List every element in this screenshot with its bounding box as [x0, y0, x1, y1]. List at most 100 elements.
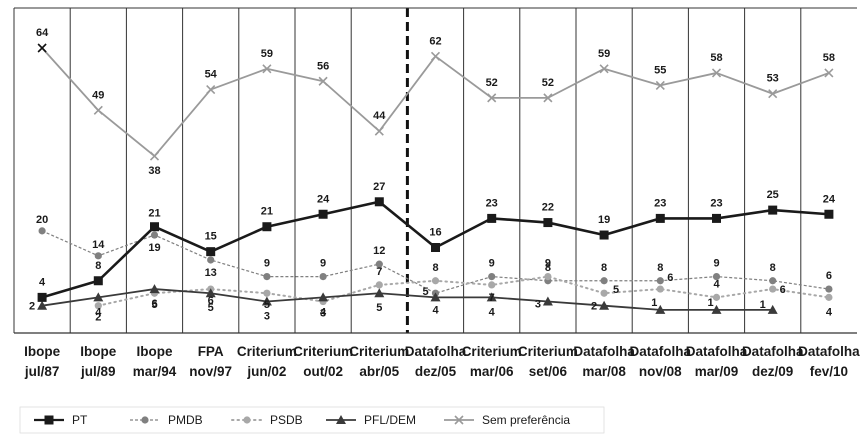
series-sem-prefer-ncia — [37, 43, 834, 161]
data-label: 4 — [39, 276, 46, 288]
data-label: 12 — [373, 245, 385, 257]
data-point — [599, 64, 609, 74]
data-point — [769, 285, 777, 293]
data-point — [544, 272, 552, 281]
data-point — [93, 105, 103, 115]
data-point — [207, 256, 215, 264]
data-point — [656, 277, 664, 285]
data-point — [656, 285, 664, 293]
data-label: 23 — [486, 197, 498, 209]
data-label: 1 — [651, 297, 657, 309]
data-point — [93, 276, 103, 286]
data-point — [768, 205, 778, 215]
data-point — [319, 272, 327, 281]
data-label: 56 — [317, 60, 329, 72]
data-point — [655, 80, 665, 90]
data-label: 55 — [654, 64, 666, 76]
data-label: 5 — [264, 299, 270, 311]
data-label: 7 — [376, 266, 382, 278]
legend-item: PMDB — [130, 413, 203, 427]
x-tick-label: jul/87 — [24, 364, 60, 379]
legend-label: Sem preferência — [482, 413, 570, 427]
data-point — [542, 296, 553, 306]
data-point — [825, 293, 833, 301]
data-point — [712, 213, 721, 223]
data-point — [431, 277, 440, 285]
data-point — [600, 277, 608, 285]
series-line — [41, 47, 830, 157]
data-label: 44 — [373, 110, 386, 122]
data-label: 4 — [432, 304, 439, 316]
legend-swatch-marker — [336, 415, 346, 424]
data-label: 53 — [767, 73, 779, 85]
data-point — [712, 272, 721, 281]
x-tick-label: out/02 — [303, 364, 343, 379]
data-point — [37, 292, 47, 302]
data-point — [261, 296, 272, 306]
x-axis-tick-labels: Ibope jul/87 Ibope jul/89 Ibope mar/94 FPA nov/… — [24, 344, 860, 379]
legend-label: PT — [72, 413, 88, 427]
legend-box — [19, 406, 605, 434]
data-label: 23 — [654, 197, 666, 209]
data-label: 2 — [591, 301, 597, 313]
data-point — [543, 93, 553, 103]
data-label: 1 — [707, 297, 713, 309]
data-label: 24 — [823, 193, 836, 205]
data-label: 2 — [29, 301, 35, 313]
data-label: 6 — [208, 295, 214, 307]
data-point — [37, 300, 48, 310]
data-point — [712, 293, 721, 301]
data-label: 62 — [429, 35, 441, 47]
data-label: 8 — [95, 260, 101, 272]
data-label: 64 — [36, 27, 49, 39]
data-label: 6 — [780, 284, 786, 296]
data-point — [768, 89, 778, 99]
data-point — [263, 272, 271, 281]
data-label: 3 — [264, 311, 270, 323]
x-tick-label: Criterium — [518, 344, 578, 359]
x-tick-label: abr/05 — [359, 364, 399, 379]
legend-label: PFL/DEM — [364, 413, 416, 427]
data-label: 24 — [317, 193, 330, 205]
x-tick-label: mar/09 — [695, 364, 739, 379]
data-point — [431, 243, 440, 252]
data-label: 9 — [489, 258, 495, 270]
x-tick-label: Criterium — [293, 344, 353, 359]
data-point — [488, 272, 496, 281]
data-label: 8 — [432, 262, 438, 274]
x-tick-label: Ibope — [137, 344, 173, 359]
data-point — [374, 197, 384, 207]
x-tick-label: Datafolha — [573, 344, 635, 359]
data-point — [150, 222, 159, 232]
legend-swatch-marker — [141, 416, 149, 424]
data-point — [486, 292, 497, 302]
legend-item: PT — [34, 413, 88, 427]
data-label: 59 — [598, 48, 610, 60]
data-label: 5 — [422, 286, 428, 298]
data-label: 4 — [826, 306, 833, 318]
data-point — [206, 84, 216, 95]
data-point — [487, 213, 497, 223]
data-label: 15 — [205, 231, 217, 243]
x-tick-label: Datafolha — [630, 344, 692, 359]
data-point — [655, 213, 665, 223]
x-tick-label: set/06 — [529, 364, 568, 379]
data-label: 58 — [823, 52, 835, 64]
data-point — [94, 302, 102, 310]
data-point — [825, 285, 833, 293]
series-line — [41, 288, 773, 311]
data-label: 19 — [148, 242, 160, 254]
legend-item: Sem preferência — [444, 413, 570, 427]
x-tick-label: Datafolha — [742, 344, 804, 359]
data-point — [150, 231, 159, 239]
data-label: 16 — [429, 227, 441, 239]
data-point — [205, 288, 216, 298]
data-point — [767, 304, 778, 314]
data-label: 19 — [598, 214, 610, 226]
data-point — [262, 222, 272, 232]
x-tick-label: jul/89 — [80, 364, 116, 379]
x-tick-label: Datafolha — [686, 344, 748, 359]
data-label: 3 — [535, 299, 541, 311]
